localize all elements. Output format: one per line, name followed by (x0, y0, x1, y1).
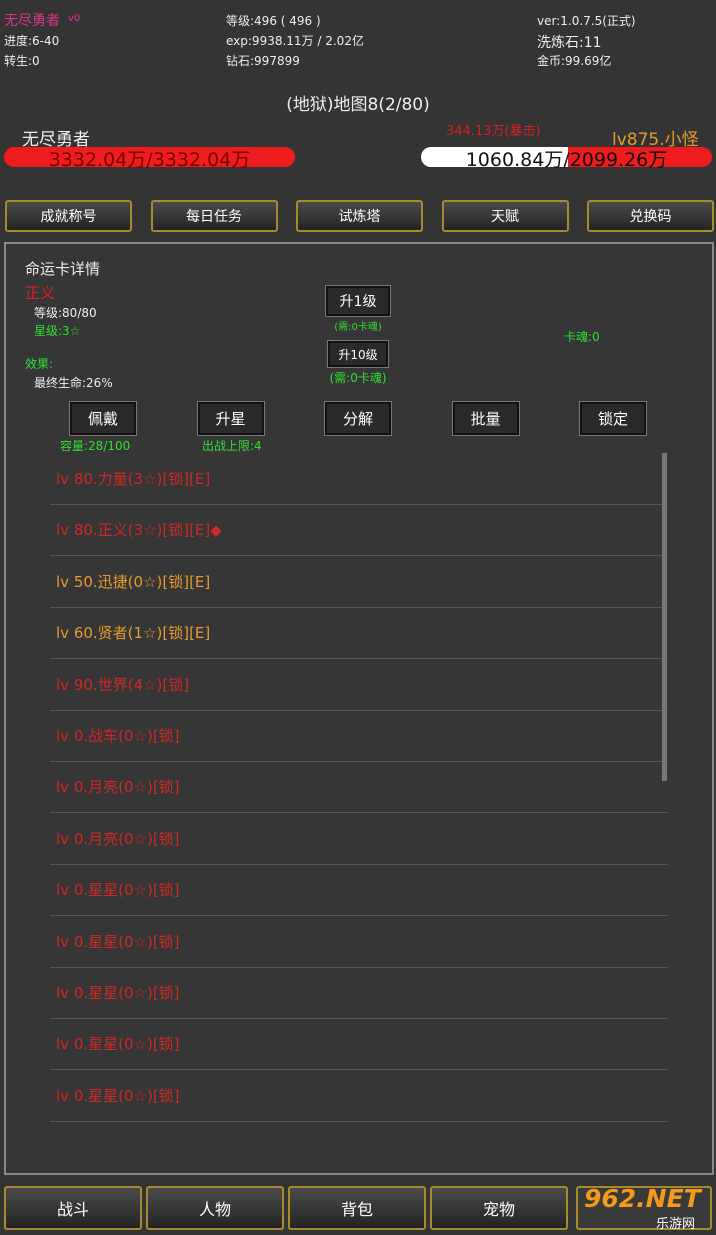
watermark-brand: 962.NET (584, 1184, 701, 1213)
upgrade-10-cost: (需:0卡魂) (329, 371, 387, 385)
tab-button[interactable]: 战斗 (4, 1186, 142, 1230)
enemy-hp: 1060.84万/2099.26万 (465, 149, 668, 171)
card-row[interactable]: lv 0.星星(0☆)[锁] (50, 1070, 668, 1122)
enemy-hp-fill (421, 147, 568, 167)
tab-button[interactable]: 宠物 (430, 1186, 568, 1230)
capacity: 容量:28/100 (60, 439, 131, 453)
version: ver:1.0.7.5(正式) (537, 14, 636, 28)
action-button[interactable]: 锁定 (580, 402, 646, 435)
wash-stone: 洗炼石:11 (537, 35, 602, 51)
card-panel (4, 242, 714, 1175)
enemy-name: lv875.小怪 (612, 130, 699, 150)
card-name: 正义 (25, 284, 56, 302)
battle-limit: 出战上限:4 (202, 439, 262, 453)
menu-button[interactable]: 试炼塔 (296, 200, 423, 232)
card-row[interactable]: lv 0.星星(0☆)[锁] (50, 916, 668, 968)
scrollbar (662, 453, 667, 781)
card-star: 星级:3☆ (34, 324, 81, 338)
action-button[interactable]: 佩戴 (70, 402, 136, 435)
card-row[interactable]: lv 0.战车(0☆)[锁] (50, 710, 668, 762)
effect-label: 效果: (25, 357, 54, 371)
card-row[interactable]: lv 0.星星(0☆)[锁] (50, 1018, 668, 1071)
vip: v0 (68, 13, 81, 24)
card-row[interactable]: lv 80.正义(3☆)[锁][E]◆ (50, 504, 668, 557)
tab-button[interactable]: 背包 (288, 1186, 426, 1230)
watermark-site: 乐游网 (656, 1217, 696, 1232)
upgrade-10-button[interactable]: 升10级 (328, 341, 388, 367)
player-name: 无尽勇者 (4, 13, 60, 29)
card-row[interactable]: lv 0.星星(0☆)[锁] (50, 864, 668, 917)
menu-button[interactable]: 每日任务 (150, 200, 278, 232)
card-level: 等级:80/80 (34, 306, 97, 320)
exp: exp:9938.11万 / 2.02亿 (226, 34, 364, 48)
card-row[interactable]: lv 60.贤者(1☆)[锁][E] (50, 607, 668, 660)
watermark-box (576, 1186, 712, 1230)
player-battle-name: 无尽勇者 (22, 130, 90, 150)
action-button[interactable]: 升星 (197, 402, 264, 435)
card-row[interactable]: lv 80.力量(3☆)[锁][E] (50, 453, 668, 505)
diamond: 钻石:997899 (226, 54, 300, 68)
card-row[interactable]: lv 50.迅捷(0☆)[锁][E] (50, 556, 668, 608)
panel-title: 命运卡详情 (25, 260, 101, 278)
card-row[interactable]: lv 90.世界(4☆)[锁] (50, 659, 668, 711)
menu-button[interactable]: 天赋 (441, 200, 569, 232)
action-button[interactable]: 分解 (325, 402, 391, 435)
action-button[interactable]: 批量 (452, 402, 519, 435)
upgrade-1-cost: (需:0卡魂) (334, 322, 382, 333)
level: 等级:496 ( 496 ) (226, 14, 321, 28)
menu-button[interactable]: 兑换码 (587, 200, 714, 232)
card-row[interactable]: lv 0.月亮(0☆)[锁] (50, 761, 668, 814)
player-hp: 3332.04万/3332.04万 (48, 149, 251, 171)
gold: 金币:99.69亿 (537, 54, 612, 68)
card-row[interactable]: lv 0.星星(0☆)[锁] (50, 967, 668, 1019)
card-row[interactable]: lv 0.月亮(0☆)[锁] (50, 813, 668, 865)
progress: 进度:6-40 (4, 34, 60, 48)
menu-button[interactable]: 成就称号 (5, 200, 132, 232)
map-title: (地狱)地图8(2/80) (286, 95, 430, 115)
player-hp-bar (4, 147, 295, 167)
upgrade-1-button[interactable]: 升1级 (326, 286, 390, 316)
effect: 最终生命:26% (34, 376, 113, 390)
tab-button[interactable]: 人物 (146, 1186, 284, 1230)
damage-text: 344.13万(暴击) (446, 124, 541, 139)
rebirth: 转生:0 (4, 54, 40, 68)
card-soul: 卡魂:0 (564, 330, 600, 344)
